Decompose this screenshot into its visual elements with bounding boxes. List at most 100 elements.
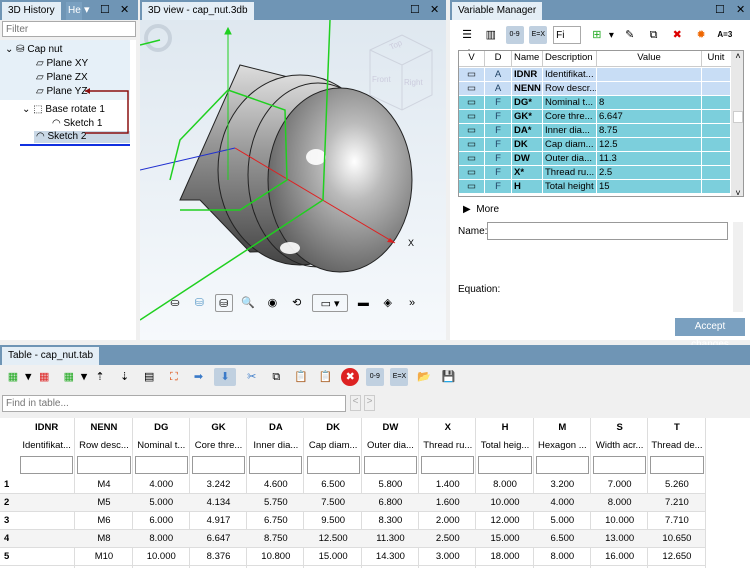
table-cell[interactable]: 10.800 — [261, 551, 291, 562]
tab-variable-manager[interactable]: Variable Manager — [452, 2, 543, 20]
close-icon[interactable]: ✕ — [736, 4, 746, 16]
ruler-icon[interactable]: ▬ — [357, 297, 369, 309]
values-icon[interactable]: 0-9 — [505, 26, 524, 44]
visible-icon[interactable]: ▭ — [459, 152, 485, 165]
variable-value[interactable]: 8.75 — [597, 124, 702, 137]
table-cell[interactable]: 15.000 — [490, 533, 520, 544]
table-row[interactable]: 1 M4 4.000 3.242 4.600 6.500 5.800 1.400 8.000 3.… — [0, 476, 705, 494]
table-cell[interactable]: 8.000 — [149, 533, 174, 544]
more-tools-button[interactable]: » — [409, 297, 416, 309]
move-row-down-icon[interactable]: ⇣ — [119, 371, 130, 383]
column-filter-input[interactable] — [249, 456, 303, 474]
table-cell[interactable]: 12.650 — [662, 551, 692, 562]
details-scrollbar[interactable] — [733, 222, 743, 312]
row-number[interactable]: 3 — [4, 515, 10, 526]
table-cell[interactable]: 2.500 — [435, 533, 460, 544]
paste-icon[interactable]: 📋 — [294, 371, 308, 383]
table-cell[interactable]: 10.000 — [146, 551, 176, 562]
detail-view-icon[interactable]: ▥ — [485, 29, 496, 41]
table-cell[interactable]: 12.500 — [318, 533, 348, 544]
assign-value-button[interactable]: A=3 — [717, 30, 733, 39]
scrollbar-thumb[interactable] — [733, 111, 743, 123]
accept-changes-button[interactable]: Accept changes — [675, 318, 745, 350]
table-cell[interactable]: M5 — [97, 497, 111, 508]
column-header[interactable]: X — [444, 422, 451, 433]
column-filter-input[interactable] — [421, 456, 475, 474]
column-header[interactable]: DA — [268, 422, 283, 433]
variable-row[interactable]: ▭ F DA* Inner dia... 8.75 — [459, 124, 731, 138]
tab-history-2[interactable]: He — [66, 2, 82, 20]
tab-table[interactable]: Table - cap_nut.tab — [2, 347, 100, 365]
table-cell[interactable]: 11.300 — [376, 533, 405, 544]
variable-row[interactable]: ▭ F DK Cap diam... 12.5 — [459, 138, 731, 152]
column-header[interactable]: GK — [211, 422, 226, 433]
table-cell[interactable]: 4.134 — [206, 497, 231, 508]
table-row[interactable]: 5 M10 10.000 8.376 10.800 15.000 14.300 3.000 18… — [0, 548, 705, 566]
zoom-fit-icon[interactable]: 🔍 — [241, 297, 255, 309]
add-column-icon[interactable]: ▦ — [63, 371, 74, 383]
table-cell[interactable]: 15.000 — [318, 551, 348, 562]
table-cell[interactable]: 6.750 — [263, 515, 288, 526]
visible-icon[interactable]: ▭ — [459, 180, 485, 193]
table-cell[interactable]: 6.647 — [206, 533, 231, 544]
measure-dropdown[interactable]: ▭ ▾ — [312, 294, 349, 312]
table-cell[interactable]: 7.500 — [321, 497, 346, 508]
column-header[interactable]: NENN — [90, 422, 118, 433]
table-cell[interactable]: 4.600 — [263, 479, 288, 490]
variable-row[interactable]: ▭ A NENN Row descr... — [459, 82, 731, 96]
history-filter-input[interactable] — [2, 21, 136, 37]
tree-item-base-rotate[interactable]: ⌄ ⬚ Base rotate 1 — [22, 104, 105, 115]
table-cell[interactable]: 6.800 — [378, 497, 403, 508]
visible-icon[interactable]: ▭ — [459, 82, 485, 95]
table-cell[interactable]: 13.000 — [605, 533, 635, 544]
more-toggle[interactable]: ▶ More — [463, 204, 500, 215]
hierarchy-icon[interactable]: ⛶ — [169, 371, 178, 383]
column-filter-input[interactable] — [191, 456, 246, 474]
rotate-icon[interactable]: ⟲ — [292, 297, 302, 309]
copy-icon[interactable]: ⧉ — [649, 29, 658, 41]
column-header[interactable]: M — [558, 422, 567, 433]
maximize-icon[interactable]: ☐ — [715, 4, 725, 16]
table-cell[interactable]: 5.800 — [378, 479, 403, 490]
table-cell[interactable]: 10.650 — [662, 533, 692, 544]
maximize-icon[interactable]: ☐ — [410, 4, 420, 16]
variable-table-scrollbar[interactable]: ˄ ˅ — [731, 51, 743, 196]
find-next-button[interactable]: > — [364, 395, 375, 411]
variable-value[interactable] — [597, 82, 702, 95]
variable-value[interactable]: 12.5 — [597, 138, 702, 151]
table-cell[interactable]: M10 — [94, 551, 114, 562]
settings-icon[interactable]: ✹ — [696, 29, 706, 41]
expand-chevron-icon[interactable]: ⌄ — [5, 44, 14, 55]
expand-chevron-icon[interactable]: ⌄ — [22, 104, 31, 115]
table-cell[interactable]: 12.000 — [490, 515, 520, 526]
varman-filter-input[interactable] — [553, 26, 582, 44]
list-view-icon[interactable]: ☰ — [462, 29, 472, 41]
edit-icon[interactable]: ✎ — [625, 29, 635, 41]
mesh-icon[interactable]: ◈ — [383, 297, 392, 309]
find-in-table-input[interactable] — [2, 395, 346, 412]
column-filter-input[interactable] — [650, 456, 704, 474]
table-cell[interactable]: 4.000 — [149, 479, 174, 490]
column-filter-input[interactable] — [77, 456, 131, 474]
table-cell[interactable]: 8.376 — [206, 551, 231, 562]
column-filter-input[interactable] — [363, 456, 418, 474]
add-variable-icon[interactable]: ⊞ — [592, 29, 602, 41]
table-cell[interactable]: 8.300 — [378, 515, 403, 526]
table-cell[interactable]: 7.210 — [665, 497, 689, 508]
column-header[interactable]: DK — [326, 422, 341, 433]
table-cell[interactable]: 7.710 — [665, 515, 689, 526]
tree-item-plane-zx[interactable]: ▱ Plane ZX — [36, 72, 88, 83]
visible-icon[interactable]: ▭ — [459, 96, 485, 109]
3d-viewport[interactable]: Top Front Right X ⛀ ⛁ ⛁ 🔍 ◉ ⟲ ▭ ▾ ▬ ◈ » — [139, 19, 446, 340]
variable-value[interactable]: 15 — [597, 180, 702, 193]
table-cell[interactable]: 5.000 — [149, 497, 174, 508]
variable-value[interactable]: 11.3 — [597, 152, 702, 165]
table-cell[interactable]: 5.750 — [263, 497, 288, 508]
variable-row[interactable]: ▭ F DG* Nominal t... 8 — [459, 96, 731, 110]
table-row[interactable]: 4 M8 8.000 6.647 8.750 12.500 11.300 2.500 15.00… — [0, 530, 705, 548]
column-filter-input[interactable] — [20, 456, 74, 474]
tree-item-sketch-2[interactable]: ◠ Sketch 2 — [34, 131, 130, 143]
equations-icon[interactable]: E=X — [529, 26, 548, 44]
tree-item-plane-yz[interactable]: ▱ Plane YZ — [36, 86, 88, 97]
table-cell[interactable]: 8.000 — [550, 551, 575, 562]
